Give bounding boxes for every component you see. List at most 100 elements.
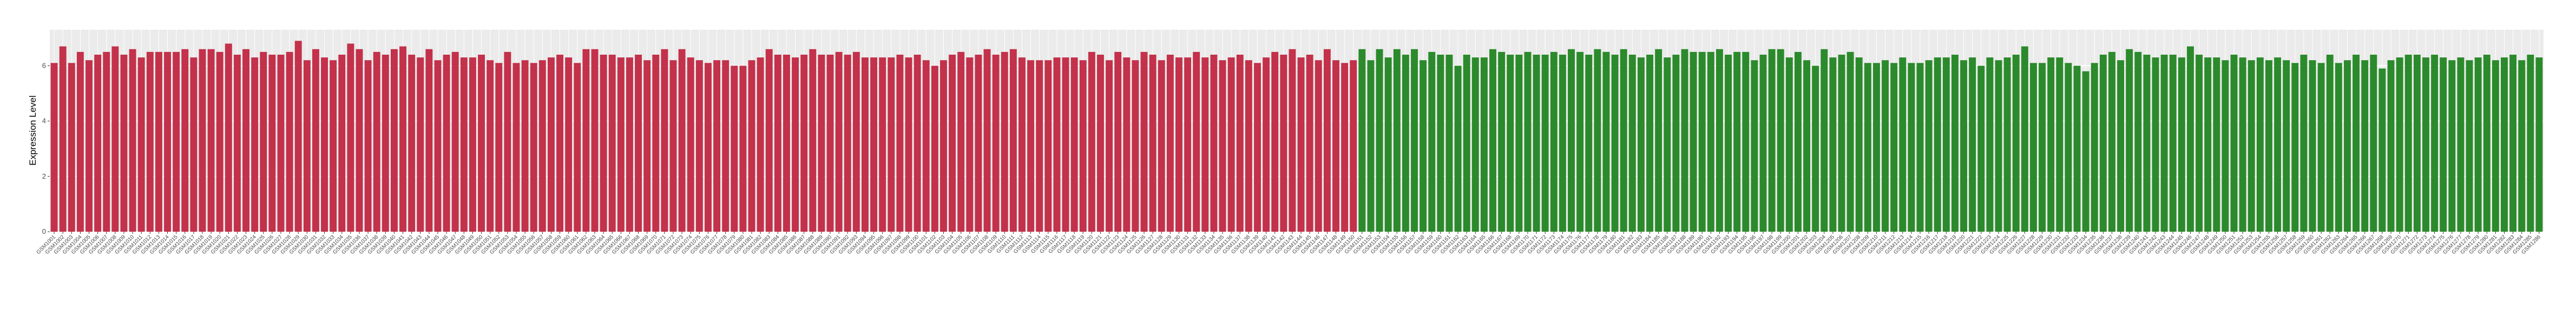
bar <box>2474 57 2482 232</box>
bar <box>608 54 616 232</box>
bar <box>68 63 75 232</box>
bar <box>556 54 563 232</box>
bar <box>2527 54 2534 232</box>
bar <box>469 57 476 232</box>
bar <box>1707 51 1714 232</box>
bar <box>1263 57 1270 232</box>
bar <box>547 57 555 232</box>
bar <box>190 57 198 232</box>
bar <box>835 51 843 232</box>
bar <box>2065 63 2072 232</box>
bar <box>2335 63 2342 232</box>
bar <box>1611 54 1619 232</box>
bar <box>2483 54 2490 232</box>
bar <box>705 63 712 232</box>
bar <box>1864 63 1871 232</box>
bar <box>268 54 276 232</box>
bar <box>922 60 930 232</box>
bar <box>2448 60 2456 232</box>
bar <box>1315 60 1322 232</box>
bar <box>207 49 215 232</box>
y-axis-title: Expression Level <box>28 95 38 165</box>
bar <box>983 49 991 232</box>
bar <box>94 54 102 232</box>
bar <box>1995 60 2002 232</box>
bar <box>678 49 686 232</box>
bar <box>1027 60 1035 232</box>
bar <box>312 49 319 232</box>
bar <box>966 57 974 232</box>
bar <box>774 54 781 232</box>
bar <box>338 54 346 232</box>
bar <box>155 51 162 232</box>
bar <box>321 57 328 232</box>
bar <box>896 54 904 232</box>
bar <box>1402 54 1409 232</box>
bar <box>1376 49 1383 232</box>
bar <box>2300 54 2308 232</box>
bar <box>1332 60 1339 232</box>
bar <box>2404 54 2412 232</box>
bar <box>1184 57 1192 232</box>
bar <box>1742 51 1750 232</box>
bar <box>1681 49 1688 232</box>
bar <box>2309 60 2316 232</box>
bar <box>86 60 93 232</box>
bar <box>1803 60 1810 232</box>
bar <box>538 60 546 232</box>
bar <box>1533 54 1540 232</box>
y-tick-label: 0 <box>42 227 46 236</box>
bar <box>364 60 372 232</box>
bar <box>2222 60 2229 232</box>
bar <box>1951 54 1959 232</box>
bar <box>1254 63 1261 232</box>
bar <box>2003 57 2011 232</box>
bar <box>2283 60 2290 232</box>
bar <box>1986 57 1994 232</box>
bar <box>59 46 67 232</box>
bar <box>1437 54 1444 232</box>
bar <box>783 54 790 232</box>
bar <box>2178 57 2185 232</box>
bar <box>591 49 599 232</box>
bar <box>1175 57 1182 232</box>
bar <box>1166 54 1174 232</box>
bar <box>1890 63 1898 232</box>
bar <box>652 54 660 232</box>
bar <box>390 49 398 232</box>
bar <box>757 57 764 232</box>
bar <box>1916 63 1924 232</box>
bar <box>643 60 651 232</box>
bar <box>225 43 232 232</box>
bar <box>2187 46 2194 232</box>
bar <box>1306 54 1313 232</box>
bar <box>120 54 128 232</box>
bar <box>713 60 721 232</box>
bar <box>1210 54 1218 232</box>
bar <box>1838 54 1845 232</box>
bar <box>530 63 537 232</box>
bar <box>1001 51 1008 232</box>
bar <box>1079 60 1087 232</box>
bar <box>957 51 965 232</box>
bar <box>739 66 747 232</box>
bar <box>748 60 755 232</box>
bar <box>1733 51 1741 232</box>
bar <box>2344 60 2351 232</box>
bar <box>687 57 694 232</box>
bar <box>582 49 590 232</box>
bar <box>286 51 293 232</box>
bar <box>1140 51 1148 232</box>
bar <box>1829 57 1837 232</box>
bar <box>1088 51 1095 232</box>
bar <box>1637 57 1645 232</box>
bar <box>731 66 738 232</box>
bar <box>2431 54 2439 232</box>
bar <box>1498 51 1506 232</box>
bar <box>2440 57 2447 232</box>
bar <box>76 51 84 232</box>
bar <box>1297 57 1305 232</box>
bar <box>1062 57 1069 232</box>
bar <box>1053 57 1061 232</box>
bar <box>600 54 607 232</box>
